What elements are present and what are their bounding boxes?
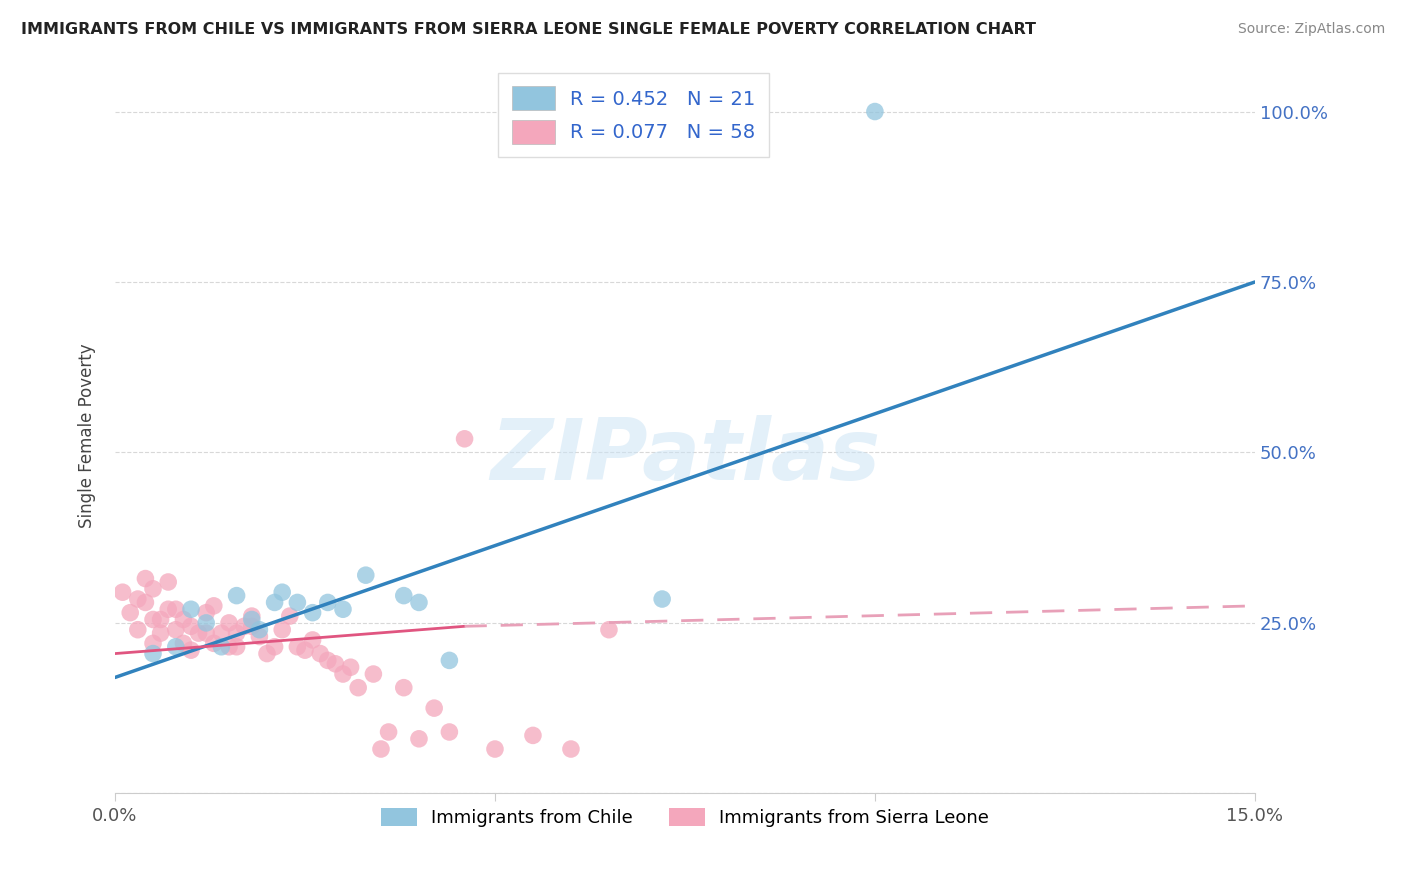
Point [240,609,263,624]
Point [225,626,247,640]
Point [363,667,385,681]
Point [392,681,415,695]
Point [339,660,361,674]
Point [247,623,270,637]
Point [165,640,187,654]
Point [287,640,309,654]
Point [157,602,180,616]
Point [218,615,240,630]
Point [202,599,225,613]
Point [354,568,377,582]
Point [453,432,475,446]
Point [218,640,240,654]
Point [149,626,172,640]
Point [863,104,886,119]
Point [195,615,218,630]
Point [271,585,294,599]
Point [180,619,202,633]
Point [209,626,232,640]
Y-axis label: Single Female Poverty: Single Female Poverty [79,343,96,528]
Point [120,606,142,620]
Point [287,595,309,609]
Point [332,667,354,681]
Point [172,636,194,650]
Point [598,623,620,637]
Point [142,647,165,661]
Point [423,701,446,715]
Point [225,640,247,654]
Text: Source: ZipAtlas.com: Source: ZipAtlas.com [1237,22,1385,37]
Point [157,574,180,589]
Point [301,632,323,647]
Point [134,595,156,609]
Point [240,612,263,626]
Point [294,643,316,657]
Point [392,589,415,603]
Point [439,725,461,739]
Point [240,619,263,633]
Point [180,643,202,657]
Point [142,582,165,596]
Point [749,104,772,119]
Point [195,606,218,620]
Text: IMMIGRANTS FROM CHILE VS IMMIGRANTS FROM SIERRA LEONE SINGLE FEMALE POVERTY CORR: IMMIGRANTS FROM CHILE VS IMMIGRANTS FROM… [21,22,1036,37]
Point [332,602,354,616]
Point [134,572,156,586]
Point [165,602,187,616]
Point [370,742,392,756]
Point [149,612,172,626]
Legend: Immigrants from Chile, Immigrants from Sierra Leone: Immigrants from Chile, Immigrants from S… [374,801,997,834]
Point [301,606,323,620]
Point [325,657,347,671]
Point [522,728,544,742]
Point [127,592,149,607]
Point [651,592,673,607]
Point [256,647,278,661]
Point [263,640,285,654]
Point [127,623,149,637]
Point [278,609,301,624]
Point [111,585,134,599]
Point [560,742,582,756]
Point [209,640,232,654]
Point [165,623,187,637]
Point [247,630,270,644]
Point [408,595,430,609]
Point [316,653,339,667]
Point [316,595,339,609]
Point [225,589,247,603]
Point [484,742,506,756]
Point [180,602,202,616]
Point [347,681,370,695]
Point [233,619,256,633]
Point [142,636,165,650]
Point [271,623,294,637]
Point [309,647,332,661]
Point [187,626,209,640]
Point [142,612,165,626]
Point [263,595,285,609]
Point [439,653,461,667]
Point [172,612,194,626]
Point [202,636,225,650]
Point [195,626,218,640]
Point [408,731,430,746]
Text: ZIPatlas: ZIPatlas [489,416,880,499]
Point [377,725,399,739]
